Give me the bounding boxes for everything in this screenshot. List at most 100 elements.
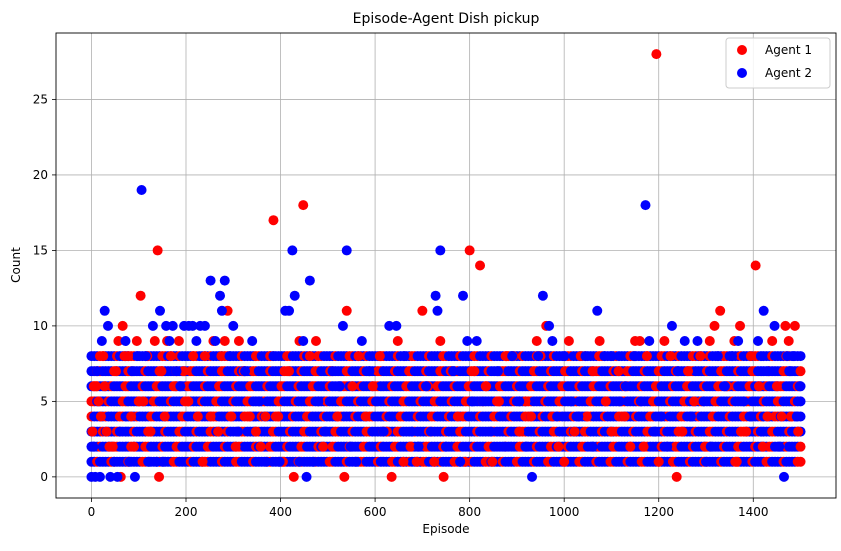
- data-point: [757, 441, 768, 452]
- data-point: [136, 185, 147, 196]
- data-point: [779, 471, 789, 482]
- data-point: [776, 411, 787, 422]
- data-point: [123, 351, 134, 362]
- data-point: [287, 245, 298, 256]
- data-point: [345, 441, 356, 452]
- data-point: [152, 245, 163, 256]
- data-point: [374, 351, 385, 362]
- data-point: [432, 305, 443, 316]
- data-point: [665, 351, 676, 362]
- data-point: [327, 366, 338, 377]
- data-point: [392, 335, 403, 346]
- data-point: [109, 456, 120, 467]
- data-point: [587, 366, 598, 377]
- data-point: [233, 426, 243, 437]
- data-point: [347, 381, 358, 392]
- data-point: [261, 456, 272, 467]
- data-point: [154, 471, 165, 482]
- data-point: [421, 381, 432, 392]
- data-point: [289, 290, 300, 301]
- data-point: [599, 351, 610, 362]
- data-point: [165, 351, 176, 362]
- data-point: [341, 245, 352, 256]
- x-tick-label: 800: [458, 505, 481, 519]
- data-point: [274, 456, 285, 467]
- data-point: [704, 335, 715, 346]
- series-agent-2: [86, 185, 805, 482]
- data-point: [364, 366, 375, 377]
- data-point: [399, 351, 410, 362]
- data-point: [250, 426, 261, 437]
- data-point: [191, 335, 202, 346]
- data-point: [758, 305, 769, 316]
- data-point: [677, 426, 688, 437]
- data-point: [129, 441, 139, 452]
- data-point: [318, 441, 329, 452]
- data-point: [537, 290, 548, 301]
- data-point: [544, 320, 555, 331]
- data-point: [367, 381, 378, 392]
- data-point: [719, 381, 730, 392]
- data-point: [94, 471, 105, 482]
- x-tick-label: 1400: [738, 505, 769, 519]
- data-point: [91, 381, 102, 392]
- data-point: [464, 245, 475, 256]
- data-point: [197, 456, 208, 467]
- data-point: [789, 320, 800, 331]
- data-point: [600, 396, 611, 407]
- data-point: [606, 426, 617, 437]
- data-point: [216, 305, 227, 316]
- data-point: [625, 441, 636, 452]
- data-point: [653, 456, 664, 467]
- x-tick-label: 400: [269, 505, 292, 519]
- data-point: [441, 441, 451, 452]
- y-tick-label: 0: [40, 470, 48, 484]
- data-point: [386, 471, 397, 482]
- data-point: [308, 456, 319, 467]
- data-point: [695, 351, 706, 362]
- data-point: [671, 471, 682, 482]
- background-point: [795, 396, 806, 407]
- data-point: [767, 335, 778, 346]
- data-point: [216, 351, 227, 362]
- data-point: [351, 456, 362, 467]
- data-point: [117, 320, 128, 331]
- data-point: [144, 456, 155, 467]
- data-point: [613, 366, 624, 377]
- data-point: [96, 335, 107, 346]
- data-point: [672, 366, 683, 377]
- data-point: [634, 335, 645, 346]
- data-point: [521, 441, 532, 452]
- data-point: [384, 320, 395, 331]
- data-point: [475, 260, 486, 271]
- data-point: [112, 471, 123, 482]
- data-point: [158, 456, 169, 467]
- data-point: [662, 441, 673, 452]
- legend-box: [725, 37, 831, 89]
- data-point: [435, 335, 446, 346]
- data-point: [230, 441, 241, 452]
- data-point: [135, 290, 146, 301]
- data-point: [313, 396, 324, 407]
- data-point: [435, 245, 446, 256]
- data-point: [149, 335, 160, 346]
- data-point: [620, 381, 631, 392]
- data-point: [341, 305, 352, 316]
- data-point: [120, 335, 131, 346]
- y-tick-label: 5: [40, 394, 48, 408]
- data-point: [727, 351, 737, 362]
- data-point: [332, 411, 343, 422]
- data-point: [430, 290, 441, 301]
- data-point: [131, 335, 142, 346]
- data-point: [406, 426, 417, 437]
- data-point: [458, 290, 469, 301]
- data-point: [477, 396, 488, 407]
- data-point: [413, 441, 424, 452]
- data-point: [448, 366, 459, 377]
- data-point: [763, 366, 774, 377]
- data-point: [481, 381, 492, 392]
- data-point: [103, 320, 113, 331]
- data-point: [493, 396, 504, 407]
- data-point: [735, 320, 746, 331]
